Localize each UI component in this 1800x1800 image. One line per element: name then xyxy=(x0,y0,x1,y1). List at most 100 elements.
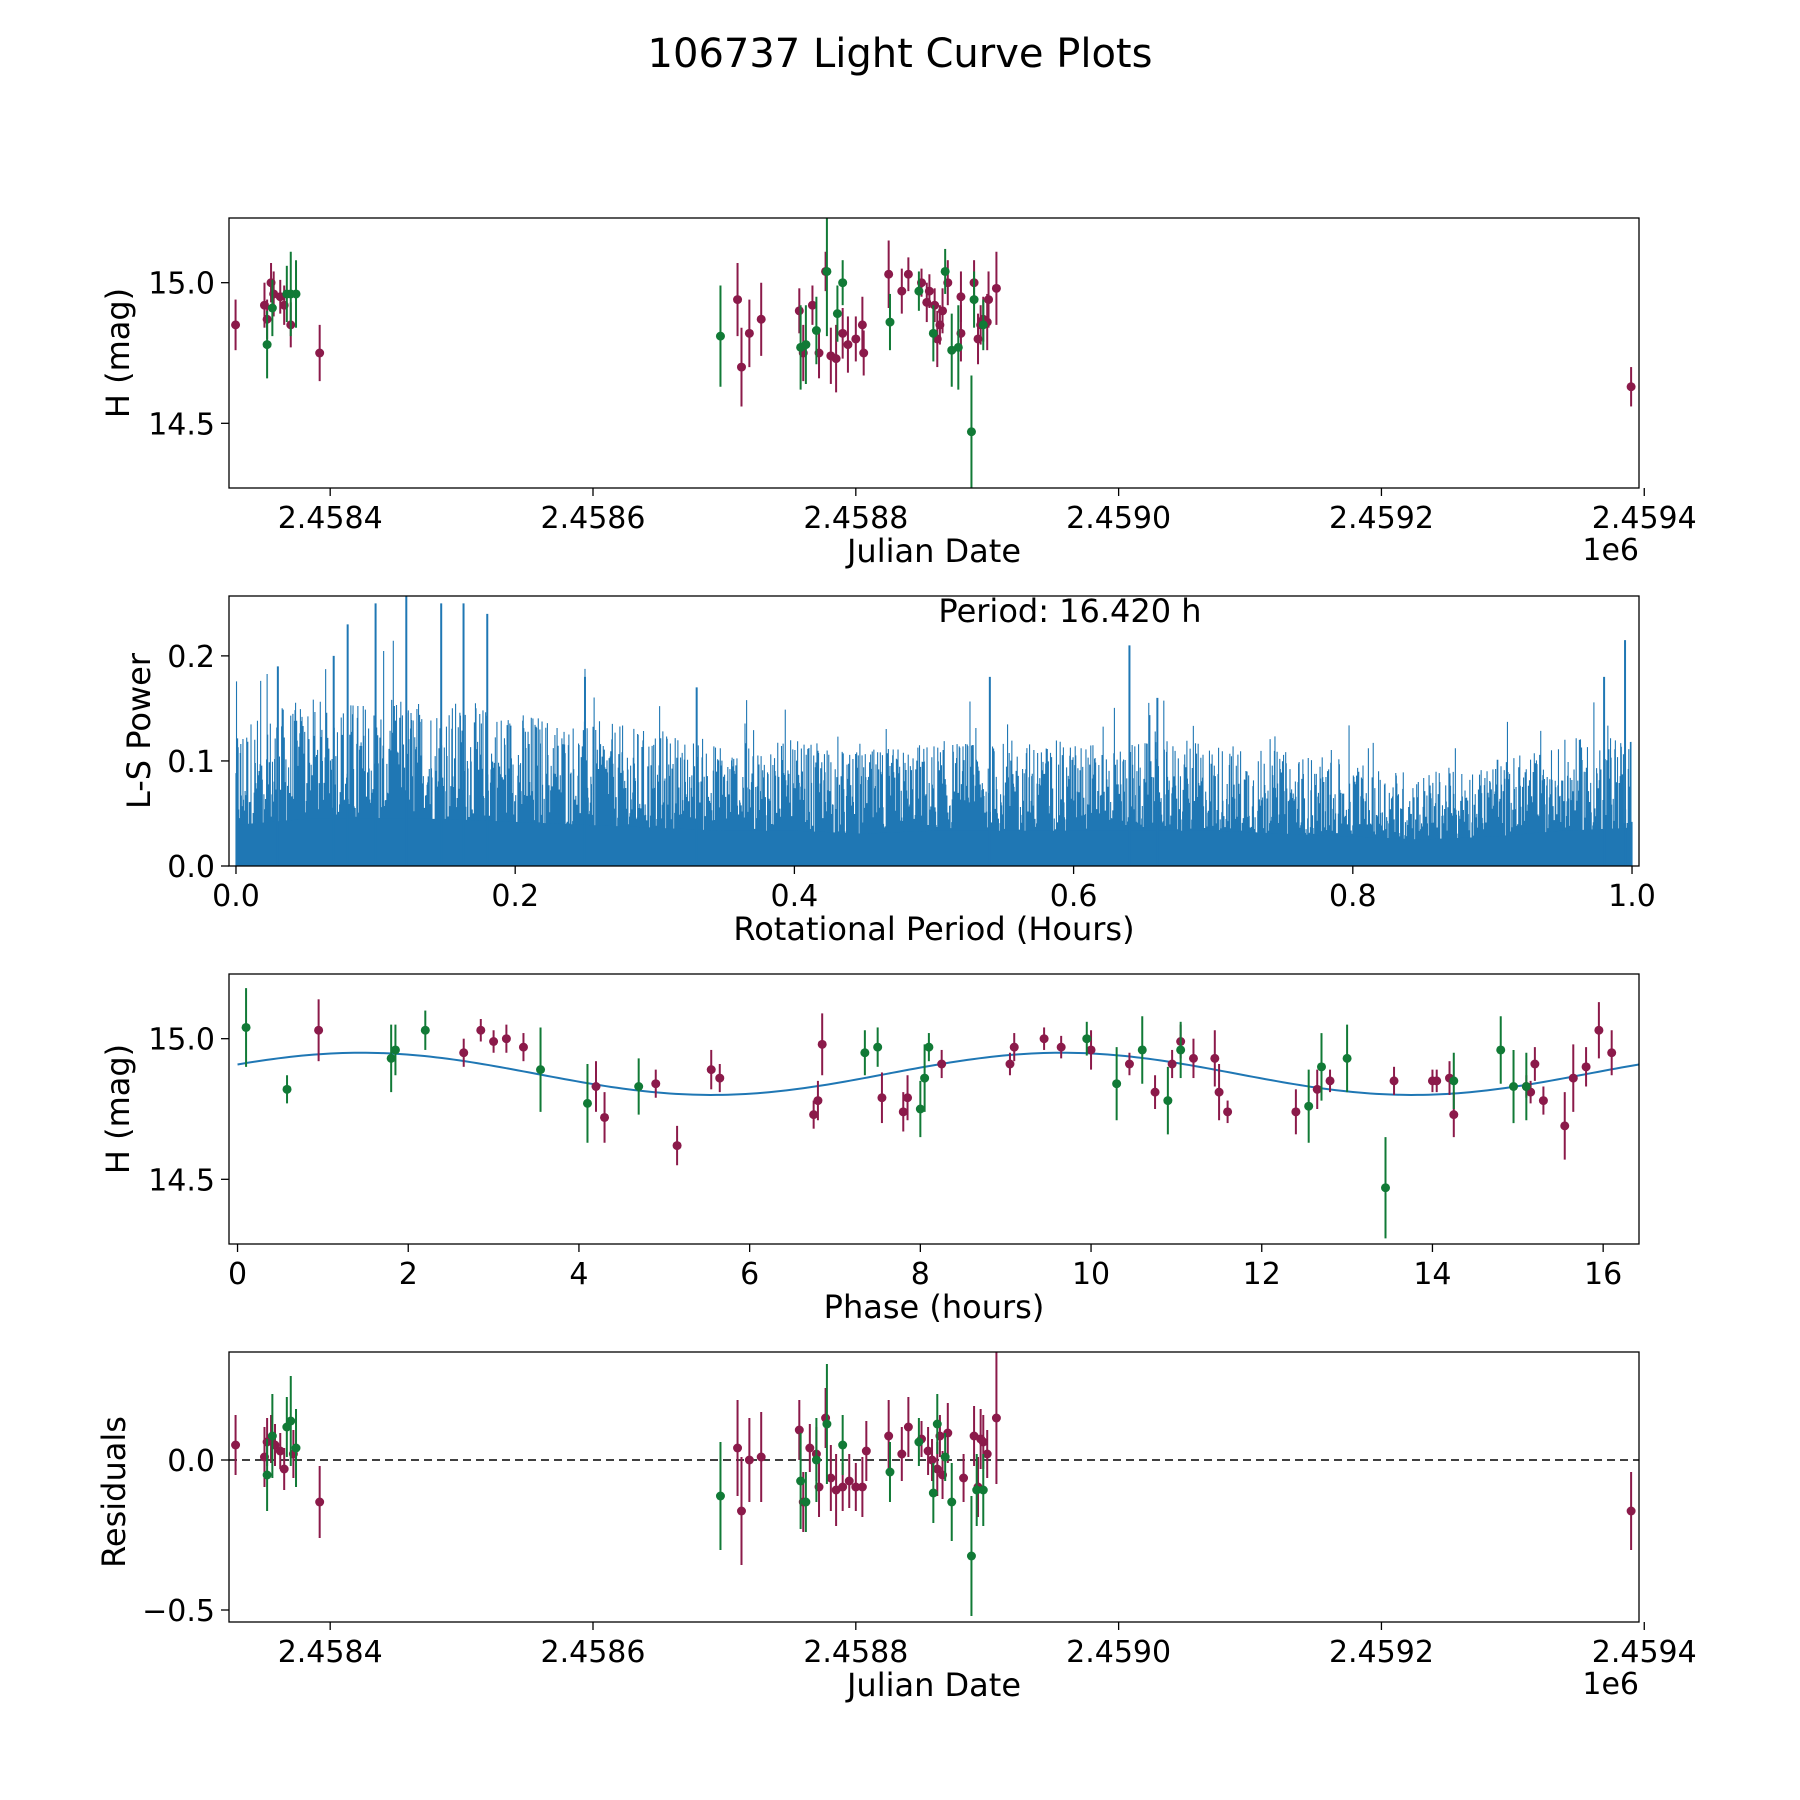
phased-marker xyxy=(898,1107,908,1117)
lightcurve-marker xyxy=(897,286,907,296)
phased-marker xyxy=(1496,1045,1506,1055)
residuals-marker xyxy=(991,1413,1001,1423)
residuals-point-g xyxy=(715,1442,725,1550)
phased-point-r xyxy=(1188,1038,1198,1079)
lightcurve-marker xyxy=(756,314,766,324)
phased-point-r xyxy=(314,999,324,1062)
lightcurve-marker xyxy=(794,306,804,316)
phased-point-r xyxy=(1167,1049,1177,1079)
residuals-point-g xyxy=(838,1415,848,1475)
residuals-marker xyxy=(796,1476,806,1486)
lightcurve-point-g xyxy=(969,271,979,328)
lightcurve-point-g xyxy=(966,375,976,488)
phased-marker xyxy=(582,1098,592,1108)
residuals-point-r xyxy=(733,1400,743,1496)
phased-point-r xyxy=(1568,1044,1578,1112)
lightcurve-point-r xyxy=(857,296,867,353)
phased-point-g xyxy=(420,1010,430,1050)
phased-point-r xyxy=(501,1024,511,1053)
residuals-ylabel: Residuals xyxy=(95,1416,133,1568)
residuals-point-r xyxy=(275,1433,285,1469)
lightcurve-marker xyxy=(885,317,895,327)
lightcurve-marker xyxy=(966,427,976,437)
phased-point-g xyxy=(1176,1021,1186,1079)
residuals-marker xyxy=(972,1485,982,1495)
residuals-point-g xyxy=(940,1433,950,1481)
residuals-marker xyxy=(947,1497,957,1507)
residuals-x-offset: 1e6 xyxy=(1582,1667,1639,1702)
phased-point-g xyxy=(1381,1137,1391,1239)
residuals-point-g xyxy=(291,1409,301,1487)
phased-marker xyxy=(1176,1045,1186,1055)
lightcurve-point-r xyxy=(924,274,934,308)
residuals-marker xyxy=(861,1446,871,1456)
periodogram-y-tick-label: 0.2 xyxy=(167,640,215,675)
phased-ylabel: H (mag) xyxy=(99,1044,137,1174)
phased-x-tick-label: 0 xyxy=(228,1257,247,1292)
phased-y-tick-label: 15.0 xyxy=(148,1023,215,1058)
residuals-marker xyxy=(275,1446,285,1456)
phased-marker xyxy=(1082,1034,1092,1044)
residuals-point-r xyxy=(857,1457,867,1517)
phased-marker xyxy=(1210,1053,1220,1063)
residuals-marker xyxy=(279,1464,289,1474)
periodogram-y-tick-label: 0.1 xyxy=(167,745,215,780)
phased-point-r xyxy=(706,1049,716,1090)
phased-point-r xyxy=(1223,1100,1233,1124)
lightcurve-point-g xyxy=(262,310,272,379)
phased-point-g xyxy=(1082,1021,1092,1056)
phased-point-r xyxy=(1538,1086,1548,1115)
residuals-point-r xyxy=(861,1421,871,1481)
residuals-marker xyxy=(844,1476,854,1486)
lightcurve-marker xyxy=(903,269,913,279)
phased-marker xyxy=(1521,1082,1531,1091)
phased-marker xyxy=(1112,1079,1122,1089)
phased-marker xyxy=(634,1082,644,1091)
phased-marker xyxy=(860,1048,870,1058)
lightcurve-point-r xyxy=(231,299,241,351)
residuals-xlabel: Julian Date xyxy=(845,1666,1021,1704)
phased-marker xyxy=(1304,1101,1314,1111)
lightcurve-point-g xyxy=(940,248,950,294)
phased-x-tick-label: 4 xyxy=(569,1257,588,1292)
phased-marker xyxy=(937,1059,947,1069)
lightcurve-point-g xyxy=(822,218,832,337)
phased-marker xyxy=(241,1022,251,1032)
lightcurve-marker xyxy=(831,354,841,364)
lightcurve-marker xyxy=(267,303,277,313)
phased-marker xyxy=(672,1141,682,1151)
periodogram-frame xyxy=(228,595,1640,867)
periodogram-x-tick-label: 0.2 xyxy=(491,879,539,914)
phased-point-g xyxy=(924,1033,934,1062)
lightcurve-point-r xyxy=(938,288,948,334)
phased-point-g xyxy=(1496,1016,1506,1084)
phased-marker xyxy=(903,1093,913,1103)
phased-point-g xyxy=(390,1024,400,1076)
phased-marker xyxy=(877,1093,887,1103)
phased-marker xyxy=(809,1110,819,1120)
residuals-marker xyxy=(857,1482,867,1492)
residuals-ticks: 2.4584 2.4586 2.4588 2.4590 2.4592 2.4594 −0.5… xyxy=(142,1444,1697,1670)
residuals-x-tick-label: 2.4594 xyxy=(1592,1635,1697,1670)
residuals-marker xyxy=(1626,1506,1636,1516)
residuals-marker xyxy=(959,1473,969,1483)
residuals-point-r xyxy=(959,1454,969,1502)
residuals-marker xyxy=(940,1452,950,1462)
lightcurve-point-r xyxy=(903,257,913,292)
phased-point-r xyxy=(809,1100,819,1129)
phased-point-r xyxy=(903,1075,913,1121)
lightcurve-marker xyxy=(938,306,948,316)
residuals-point-g xyxy=(928,1463,938,1523)
residuals-marker xyxy=(805,1443,815,1453)
lightcurve-frame xyxy=(228,217,1640,489)
lightcurve-marker xyxy=(914,286,924,296)
residuals-point-g xyxy=(286,1376,296,1466)
residuals-marker xyxy=(932,1464,942,1474)
lightcurve-point-g xyxy=(801,305,811,384)
lightcurve-x-tick-label: 2.4586 xyxy=(541,501,646,536)
phased-marker xyxy=(1530,1059,1540,1069)
lightcurve-y-tick-label: 14.5 xyxy=(148,407,215,442)
residuals-x-tick-label: 2.4590 xyxy=(1066,1635,1171,1670)
residuals-marker xyxy=(744,1455,754,1465)
phased-marker xyxy=(873,1042,883,1052)
